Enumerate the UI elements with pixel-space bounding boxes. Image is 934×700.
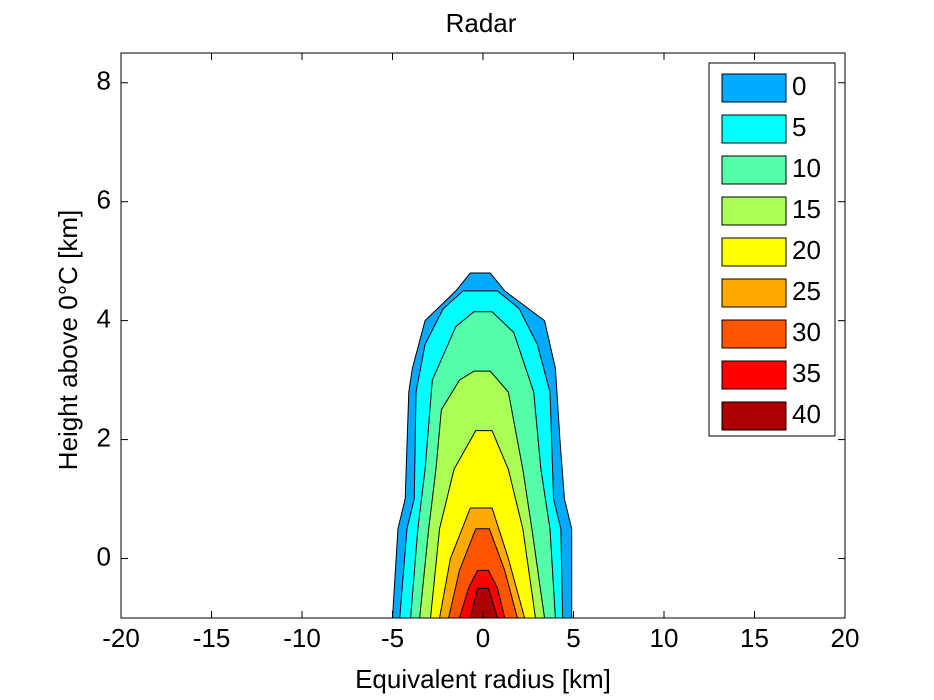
legend-swatch: [721, 114, 787, 144]
y-tick-label: 6: [97, 185, 111, 215]
legend-label: 10: [792, 153, 821, 183]
x-tick-label: -15: [193, 623, 231, 653]
legend-swatch: [721, 319, 787, 349]
chart-title: Radar: [446, 8, 517, 38]
legend-label: 15: [792, 194, 821, 224]
x-tick-label: 5: [566, 623, 580, 653]
y-tick-label: 2: [97, 422, 111, 452]
x-tick-label: -20: [102, 623, 140, 653]
legend-label: 0: [792, 71, 806, 101]
x-tick-label: -5: [381, 623, 404, 653]
legend-label: 5: [792, 112, 806, 142]
x-axis-label: Equivalent radius [km]: [355, 664, 611, 694]
x-tick-label: 0: [476, 623, 490, 653]
legend-label: 30: [792, 317, 821, 347]
legend-label: 40: [792, 399, 821, 429]
legend-swatch: [721, 73, 787, 103]
x-tick-label: 20: [831, 623, 860, 653]
legend-swatch: [721, 401, 787, 431]
x-tick-label: 10: [650, 623, 679, 653]
legend-swatch: [721, 278, 787, 308]
y-tick-label: 8: [97, 66, 111, 96]
y-tick-label: 0: [97, 541, 111, 571]
x-tick-label: -10: [283, 623, 321, 653]
legend-swatch: [721, 196, 787, 226]
legend-swatch: [721, 155, 787, 185]
y-axis-label: Height above 0°C [km]: [53, 210, 83, 470]
legend-label: 25: [792, 276, 821, 306]
x-tick-label: 15: [740, 623, 769, 653]
legend-label: 35: [792, 358, 821, 388]
legend-label: 20: [792, 235, 821, 265]
legend-swatch: [721, 237, 787, 267]
y-tick-label: 4: [97, 304, 111, 334]
legend-swatch: [721, 360, 787, 390]
